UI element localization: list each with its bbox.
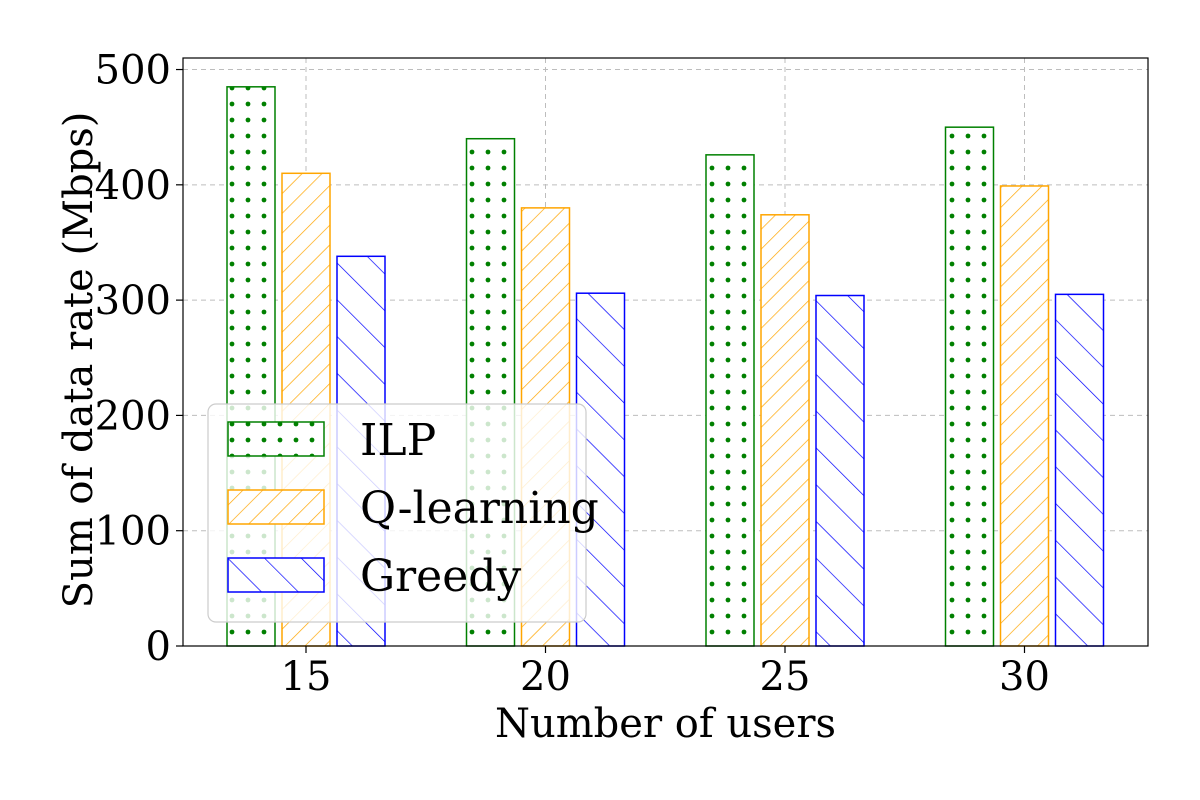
y-axis-label: Sum of data rate (Mbps) — [56, 112, 102, 609]
x-axis-label: Number of users — [495, 701, 836, 747]
legend-label: ILP — [360, 415, 436, 466]
y-tick-label: 400 — [95, 163, 171, 209]
x-tick-label: 20 — [520, 654, 571, 700]
axis-ticks: 0 100 200 300 400 500 15 20 25 30 — [95, 48, 1050, 700]
legend: ILP Q-learning Greedy — [207, 403, 599, 623]
y-tick-label: 500 — [95, 48, 171, 94]
bar-q-learning-30 — [999, 185, 1050, 647]
legend-label: Greedy — [360, 551, 521, 602]
y-tick-label: 200 — [95, 393, 171, 439]
bar — [1054, 293, 1105, 647]
bar — [815, 294, 865, 647]
bar — [760, 214, 810, 647]
x-tick-label: 30 — [999, 654, 1050, 700]
bar — [999, 185, 1050, 647]
y-tick-label: 100 — [95, 509, 171, 555]
bar-greedy-30 — [1054, 293, 1105, 647]
legend-entry-q-learning: Q-learning — [227, 483, 599, 534]
bar-ilp-25 — [705, 154, 755, 647]
legend-entry-greedy: Greedy — [227, 551, 521, 602]
bar-q-learning-25 — [760, 214, 810, 647]
bar — [705, 154, 755, 647]
legend-label: Q-learning — [360, 483, 599, 534]
x-tick-label: 15 — [281, 654, 332, 700]
x-tick-label: 25 — [760, 654, 811, 700]
legend-swatch — [227, 557, 325, 593]
legend-swatch — [227, 421, 325, 457]
bar-ilp-30 — [944, 126, 995, 647]
y-tick-label: 0 — [146, 624, 171, 670]
y-tick-label: 300 — [95, 278, 171, 324]
legend-swatch — [227, 489, 325, 525]
bar — [944, 126, 995, 647]
plot-frame — [182, 57, 1149, 647]
legend-entry-ilp: ILP — [227, 415, 436, 466]
bar-greedy-25 — [815, 294, 865, 647]
